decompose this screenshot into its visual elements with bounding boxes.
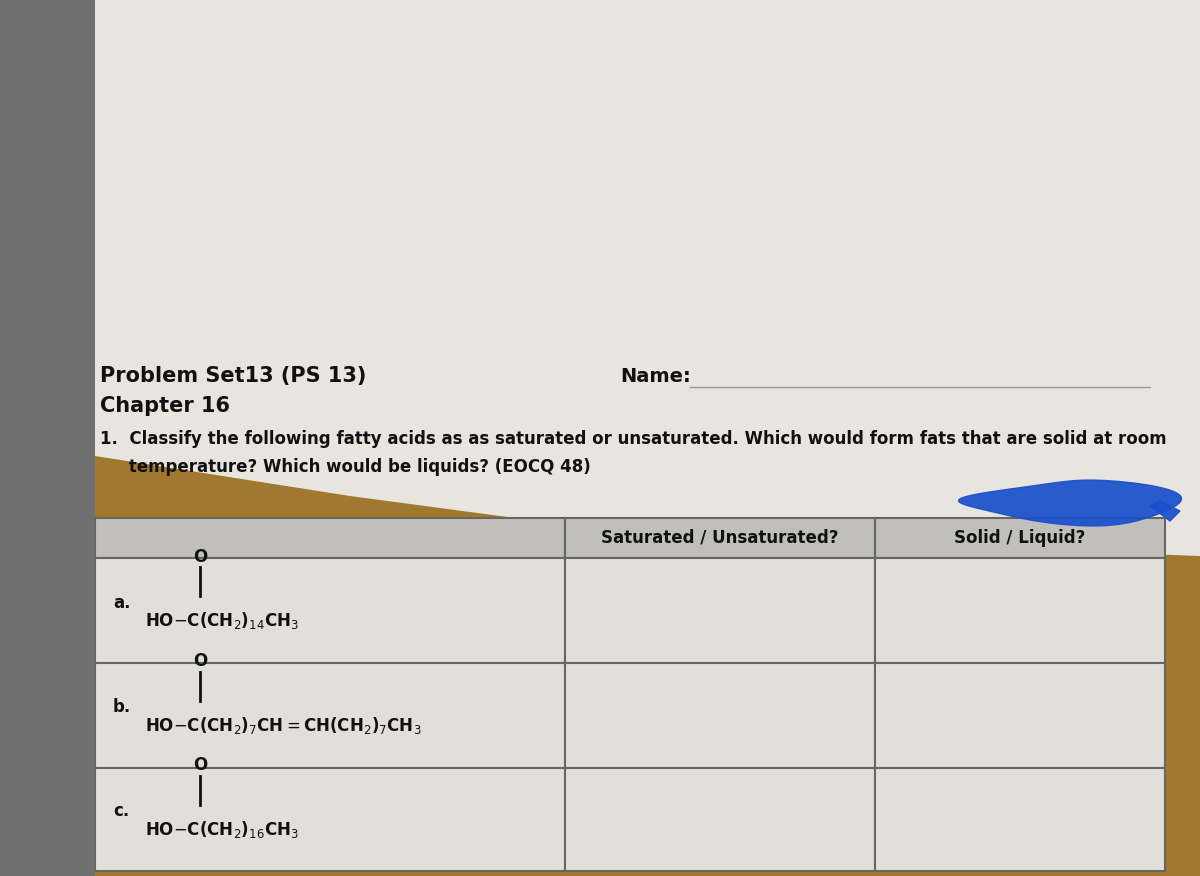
Polygon shape — [95, 0, 1200, 556]
Text: Name:: Name: — [620, 367, 691, 386]
FancyBboxPatch shape — [0, 0, 95, 876]
Bar — [565, 558, 875, 663]
Text: b.: b. — [113, 698, 131, 717]
Polygon shape — [1130, 0, 1200, 56]
Text: O: O — [193, 757, 208, 774]
Text: Solid / Liquid?: Solid / Liquid? — [954, 529, 1086, 547]
Text: HO$-$C(CH$_2$)$_{14}$CH$_3$: HO$-$C(CH$_2$)$_{14}$CH$_3$ — [145, 610, 299, 631]
Text: 1.  Classify the following fatty acids as as saturated or unsaturated. Which wou: 1. Classify the following fatty acids as… — [100, 430, 1166, 448]
Bar — [565, 663, 875, 768]
Text: O: O — [193, 548, 208, 566]
Text: temperature? Which would be liquids? (EOCQ 48): temperature? Which would be liquids? (EO… — [100, 458, 590, 476]
Bar — [565, 518, 875, 558]
Text: Chapter 16: Chapter 16 — [100, 396, 230, 416]
Text: HO$-$C(CH$_2$)$_{16}$CH$_3$: HO$-$C(CH$_2$)$_{16}$CH$_3$ — [145, 819, 299, 840]
Text: Saturated / Unsaturated?: Saturated / Unsaturated? — [601, 529, 839, 547]
Text: O: O — [193, 653, 208, 670]
Text: c.: c. — [113, 802, 130, 821]
Bar — [95, 518, 565, 558]
Polygon shape — [150, 0, 1200, 496]
Text: Problem Set13 (PS 13): Problem Set13 (PS 13) — [100, 366, 366, 386]
Bar — [565, 768, 875, 871]
Bar — [875, 663, 1165, 768]
Polygon shape — [1150, 501, 1180, 521]
Bar — [95, 663, 565, 768]
Bar — [875, 518, 1165, 558]
Bar — [95, 768, 565, 871]
Text: a.: a. — [113, 594, 131, 611]
Text: HO$-$C(CH$_2$)$_7$CH$=$CH(CH$_2$)$_7$CH$_3$: HO$-$C(CH$_2$)$_7$CH$=$CH(CH$_2$)$_7$CH$… — [145, 715, 421, 736]
Bar — [95, 558, 565, 663]
Bar — [875, 558, 1165, 663]
Polygon shape — [959, 480, 1182, 526]
Polygon shape — [95, 0, 1200, 541]
Bar — [875, 768, 1165, 871]
